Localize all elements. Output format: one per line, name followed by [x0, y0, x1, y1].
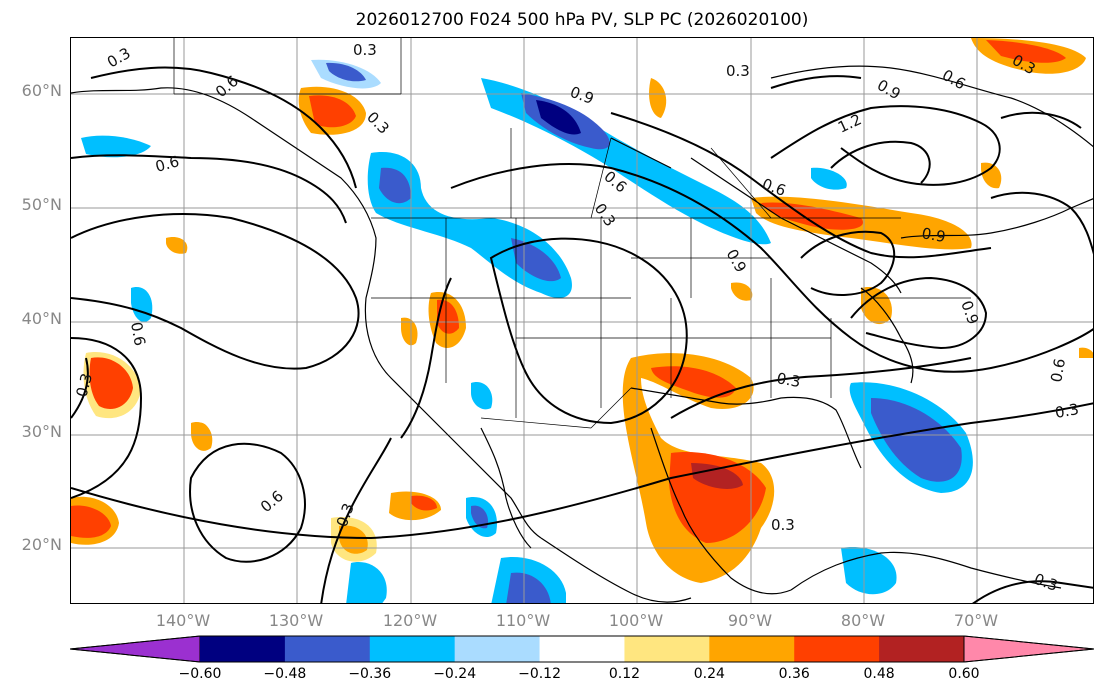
contour-label: 0.3 — [726, 62, 750, 80]
colorbar-tick-label: −0.36 — [348, 666, 392, 682]
political-borders — [173, 38, 971, 429]
contour-label: 0.3 — [72, 371, 96, 399]
colorbar-extend-high — [963, 635, 1094, 663]
colorbar-segment — [879, 636, 965, 662]
colorbar-segment — [200, 636, 286, 662]
lat-label-50n: 50°N — [21, 195, 62, 214]
contour-label: 0.9 — [723, 246, 751, 276]
colorbar-extend-low — [70, 635, 201, 663]
colorbar-tick-label: −0.60 — [178, 666, 222, 682]
lon-label-90w: 90°W — [727, 611, 773, 630]
lon-label-80w: 80°W — [840, 611, 886, 630]
contour-label: 0.6 — [939, 66, 969, 94]
lat-label-60n: 60°N — [21, 81, 62, 100]
lat-label-30n: 30°N — [21, 422, 62, 441]
map-canvas: 0.3 0.3 0.6 0.3 0.6 0.9 0.6 0.3 0.3 0.9 … — [71, 38, 1093, 603]
contour-label: 0.3 — [1032, 570, 1061, 595]
lon-label-100w: 100°W — [608, 611, 664, 630]
map-title: 2026012700 F024 500 hPa PV, SLP PC (2026… — [355, 10, 809, 30]
colorbar-segment — [369, 636, 456, 662]
lon-label-140w: 140°W — [155, 611, 211, 630]
colorbar-tick-label: 0.48 — [863, 666, 895, 682]
contour-label: 0.3 — [1054, 400, 1081, 422]
lat-label-40n: 40°N — [21, 309, 62, 328]
slp-contours — [71, 66, 1093, 603]
colorbar — [70, 635, 1094, 663]
colorbar-tick-label: 0.36 — [778, 666, 810, 682]
contour-label: 0.6 — [257, 487, 287, 516]
colorbar-segment — [454, 636, 541, 662]
colorbar-tick-label: 0.60 — [948, 666, 980, 682]
contour-label: 0.6 — [760, 175, 789, 200]
contour-label: 0.3 — [104, 44, 134, 72]
contour-label: 0.9 — [920, 224, 947, 246]
lon-label-70w: 70°W — [953, 611, 999, 630]
colorbar-segment — [794, 636, 880, 662]
colorbar-segment — [284, 636, 371, 662]
contour-label: 0.3 — [353, 41, 377, 59]
lat-label-20n: 20°N — [21, 535, 62, 554]
contour-label: 0.3 — [591, 200, 619, 230]
colorbar-tick-label: −0.12 — [518, 666, 561, 682]
colorbar-tick-label: −0.24 — [433, 666, 477, 682]
lon-label-130w: 130°W — [268, 611, 324, 630]
contour-label: 0.6 — [127, 321, 149, 348]
lon-label-120w: 120°W — [382, 611, 438, 630]
contour-label: 0.6 — [1047, 357, 1069, 384]
contour-label: 1.2 — [835, 110, 864, 136]
colorbar-segment — [539, 636, 625, 662]
colorbar-segment — [624, 636, 710, 662]
contour-label: 0.9 — [874, 76, 904, 104]
colorbar-tick-label: −0.48 — [263, 666, 307, 682]
contour-label: 0.3 — [363, 108, 393, 138]
contour-label: 0.3 — [775, 369, 802, 391]
colorbar-tick-label: 0.12 — [608, 666, 641, 682]
lon-label-110w: 110°W — [495, 611, 551, 630]
positive-anomaly-areas — [71, 38, 1093, 583]
coastlines — [71, 65, 1093, 603]
colorbar-outline — [70, 635, 1094, 663]
contour-label: 0.3 — [771, 516, 795, 534]
colorbar-tick-label: 0.24 — [693, 666, 725, 682]
map-panel[interactable]: 0.3 0.3 0.6 0.3 0.6 0.9 0.6 0.3 0.3 0.9 … — [70, 37, 1094, 604]
colorbar-segment — [709, 636, 795, 662]
contour-label: 0.9 — [957, 298, 982, 327]
contour-label: 0.6 — [212, 72, 242, 101]
contour-label: 0.6 — [153, 152, 181, 176]
contour-label: 0.9 — [568, 83, 597, 108]
